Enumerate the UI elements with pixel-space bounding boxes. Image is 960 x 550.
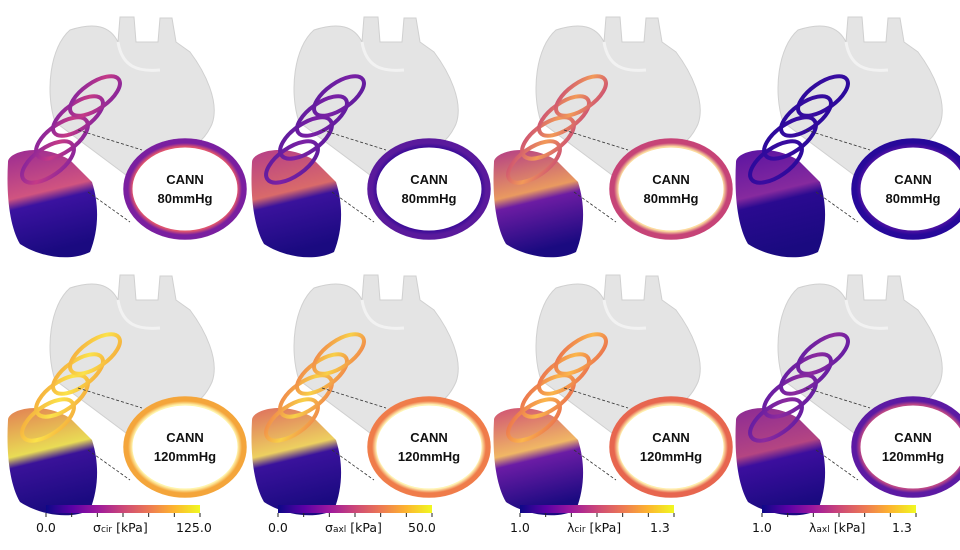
colorbar-quantity-label: σcir [kPa]	[93, 520, 148, 535]
vessel-wall-segment	[735, 408, 826, 516]
cross-section-ring	[20, 139, 76, 185]
panel-1-0: CANN 80mmHg	[251, 16, 491, 258]
pressure-label: 80mmHg	[402, 191, 457, 206]
vessel-wall-segment	[251, 150, 342, 258]
enlarged-ring	[367, 396, 491, 498]
model-label: CANN	[652, 172, 690, 187]
panel-1-1: CANN 120mmHg	[251, 274, 491, 516]
colorbar-min: 1.0	[510, 520, 530, 535]
model-label: CANN	[894, 172, 932, 187]
cross-section-ring	[796, 332, 850, 376]
enlarged-ring	[609, 138, 733, 240]
model-label: CANN	[894, 430, 932, 445]
pressure-label: 120mmHg	[640, 449, 702, 464]
cross-section-ring	[312, 332, 366, 376]
pressure-label: 120mmHg	[154, 449, 216, 464]
colorbar-quantity-label: λcir [kPa]	[567, 520, 622, 535]
panel-2-0: CANN 80mmHg	[493, 16, 733, 258]
panel-3-0: CANN 80mmHg	[735, 16, 960, 258]
pressure-label: 120mmHg	[398, 449, 460, 464]
colorbar-quantity-label: λaxl [kPa]	[809, 520, 866, 535]
vessel-wall-segment	[735, 150, 826, 258]
panel-3-1: CANN 120mmHg	[735, 274, 960, 516]
colorbar-max: 1.3	[892, 520, 912, 535]
colorbar-min: 0.0	[268, 520, 288, 535]
colorbar	[278, 505, 432, 513]
enlarged-ring	[123, 396, 247, 498]
cross-section-ring	[20, 397, 76, 443]
cross-section-ring	[264, 139, 320, 185]
cross-section-ring	[506, 139, 562, 185]
cross-section-ring	[554, 74, 608, 118]
vessel-wall-segment	[493, 408, 584, 516]
enlarged-ring	[367, 138, 491, 240]
model-label: CANN	[410, 430, 448, 445]
colorbar	[762, 505, 916, 513]
enlarged-ring	[123, 138, 247, 240]
model-label: CANN	[166, 430, 204, 445]
colorbar-max: 125.0	[176, 520, 212, 535]
model-label: CANN	[166, 172, 204, 187]
cross-section-ring	[748, 139, 804, 185]
panel-0-0: CANN 80mmHg	[7, 16, 247, 258]
enlarged-ring	[609, 396, 733, 498]
model-label: CANN	[652, 430, 690, 445]
enlarged-ring	[851, 138, 960, 240]
panel-2-1: CANN 120mmHg	[493, 274, 733, 516]
colorbar-min: 0.0	[36, 520, 56, 535]
vessel-wall-segment	[7, 150, 98, 258]
pressure-label: 80mmHg	[644, 191, 699, 206]
cross-section-ring	[506, 397, 562, 443]
pressure-label: 80mmHg	[886, 191, 941, 206]
colorbar-min: 1.0	[752, 520, 772, 535]
cross-section-ring	[748, 397, 804, 443]
cross-section-ring	[796, 74, 850, 118]
panel-0-1: CANN 120mmHg	[7, 274, 247, 516]
pressure-label: 80mmHg	[158, 191, 213, 206]
cross-section-ring	[264, 397, 320, 443]
vessel-wall-segment	[251, 408, 342, 516]
vessel-wall-segment	[7, 408, 98, 516]
colorbar-max: 1.3	[650, 520, 670, 535]
colorbar	[520, 505, 674, 513]
colorbar-quantity-label: σaxl [kPa]	[325, 520, 382, 535]
cross-section-ring	[68, 332, 122, 376]
model-label: CANN	[410, 172, 448, 187]
colorbar-max: 50.0	[408, 520, 436, 535]
cross-section-ring	[68, 74, 122, 118]
cross-section-ring	[312, 74, 366, 118]
pressure-label: 120mmHg	[882, 449, 944, 464]
enlarged-ring	[851, 396, 960, 498]
colorbar	[46, 505, 200, 513]
cross-section-ring	[554, 332, 608, 376]
vessel-wall-segment	[493, 150, 584, 258]
